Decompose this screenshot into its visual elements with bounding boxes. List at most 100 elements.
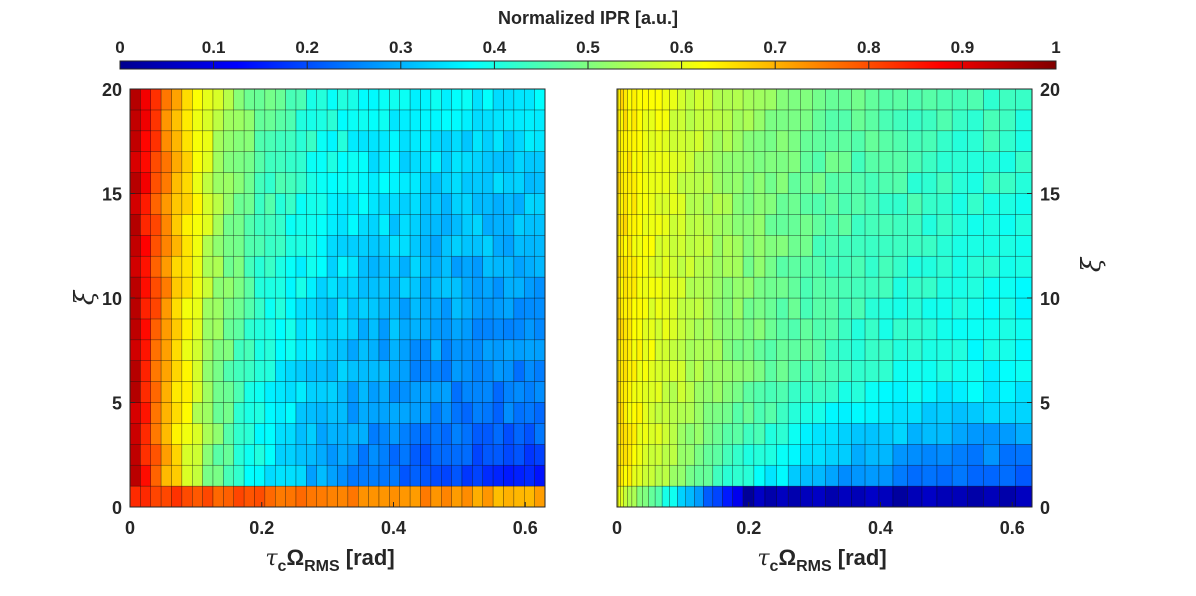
heatmap-cell — [150, 318, 162, 341]
heatmap-cell — [627, 172, 633, 194]
heatmap-cell — [524, 318, 535, 341]
heatmap-cell — [275, 109, 286, 132]
heatmap-cell — [316, 88, 328, 111]
heatmap-cell — [967, 381, 984, 403]
heatmap-cell — [430, 88, 442, 111]
heatmap-cell — [482, 276, 494, 299]
heatmap-cell — [275, 339, 286, 361]
heatmap-cell — [617, 193, 621, 215]
heatmap-cell — [864, 297, 880, 320]
heatmap-cell — [983, 193, 1000, 215]
heatmap-cell — [243, 88, 255, 111]
heatmap-cell — [233, 255, 245, 278]
heatmap-cell — [907, 255, 923, 278]
heatmap-cell — [503, 444, 515, 466]
heatmap-cell — [223, 297, 235, 320]
heatmap-cell — [907, 318, 923, 341]
heatmap-cell — [223, 172, 235, 194]
heatmap-cell — [712, 339, 723, 361]
heatmap-cell — [951, 88, 968, 111]
heatmap-cell — [642, 444, 649, 466]
heatmap-cell — [825, 130, 839, 152]
heatmap-cell — [776, 193, 789, 215]
heatmap-cell — [233, 109, 245, 132]
heatmap-cell — [753, 485, 766, 508]
heatmap-cell — [654, 464, 663, 487]
heatmap-cell — [623, 276, 628, 299]
heatmap-cell — [776, 318, 789, 341]
heatmap-cell — [812, 88, 826, 111]
heatmap-cell — [712, 214, 723, 236]
heatmap-cell — [967, 339, 984, 361]
heatmap-cell — [192, 172, 203, 194]
heatmap-cell — [285, 235, 297, 257]
heatmap-cell — [825, 423, 839, 445]
heatmap-cell — [461, 88, 473, 111]
heatmap-cell — [627, 193, 633, 215]
heatmap-cell — [800, 318, 813, 341]
heatmap-cell — [983, 485, 1000, 508]
heatmap-cell — [764, 130, 777, 152]
heatmap-cell — [742, 423, 755, 445]
heatmap-cell — [703, 172, 714, 194]
heatmap-cell — [838, 193, 852, 215]
heatmap-cell — [160, 109, 172, 132]
heatmap-cell — [623, 339, 628, 361]
heatmap-cell — [399, 214, 411, 236]
heatmap-cell — [892, 297, 908, 320]
heatmap-cell — [368, 276, 380, 299]
heatmap-cell — [851, 130, 866, 152]
heatmap-cell — [202, 130, 214, 152]
heatmap-cell — [409, 444, 421, 466]
heatmap-cell — [337, 151, 349, 173]
heatmap-cell — [347, 464, 359, 487]
heatmap-cell — [623, 130, 628, 152]
heatmap-cell — [212, 151, 224, 173]
heatmap-cell — [223, 318, 235, 341]
heatmap-cell — [503, 193, 515, 215]
heatmap-cell — [389, 402, 401, 424]
heatmap-cell — [461, 360, 473, 382]
heatmap-cell — [951, 339, 968, 361]
heatmap-cell — [636, 172, 643, 194]
heatmap-cell — [389, 464, 401, 487]
heatmap-cell — [129, 109, 141, 132]
heatmap-cell — [534, 88, 546, 111]
heatmap-cell — [420, 318, 432, 341]
heatmap-cell — [337, 444, 349, 466]
heatmap-cell — [623, 255, 628, 278]
heatmap-cell — [983, 276, 1000, 299]
heatmap-cell — [358, 235, 369, 257]
heatmap-cell — [1015, 235, 1033, 257]
heatmap-cell — [764, 360, 777, 382]
heatmap-cell — [461, 402, 473, 424]
heatmap-cell — [451, 444, 463, 466]
heatmap-cell — [642, 130, 649, 152]
heatmap-cell — [892, 423, 908, 445]
heatmap-cell — [732, 318, 744, 341]
heatmap-cell — [661, 381, 670, 403]
heatmap-cell — [631, 339, 638, 361]
heatmap-cell — [648, 214, 656, 236]
heatmap-cell — [461, 381, 473, 403]
heatmap-cell — [275, 423, 286, 445]
heatmap-cell — [892, 255, 908, 278]
heatmap-cell — [399, 235, 411, 257]
heatmap-cell — [430, 276, 442, 299]
heatmap-cell — [337, 402, 349, 424]
heatmap-cell — [358, 444, 369, 466]
heatmap-cell — [951, 214, 968, 236]
heatmap-cell — [129, 193, 141, 215]
heatmap-cell — [150, 255, 162, 278]
heatmap-cell — [800, 193, 813, 215]
heatmap-cell — [181, 151, 193, 173]
heatmap-cell — [627, 423, 633, 445]
heatmap-cell — [921, 255, 938, 278]
heatmap-cell — [306, 318, 318, 341]
heatmap-cell — [181, 423, 193, 445]
heatmap-cell — [776, 444, 789, 466]
heatmap-cell — [316, 214, 328, 236]
heatmap-cell — [524, 381, 535, 403]
heatmap-cell — [642, 214, 649, 236]
